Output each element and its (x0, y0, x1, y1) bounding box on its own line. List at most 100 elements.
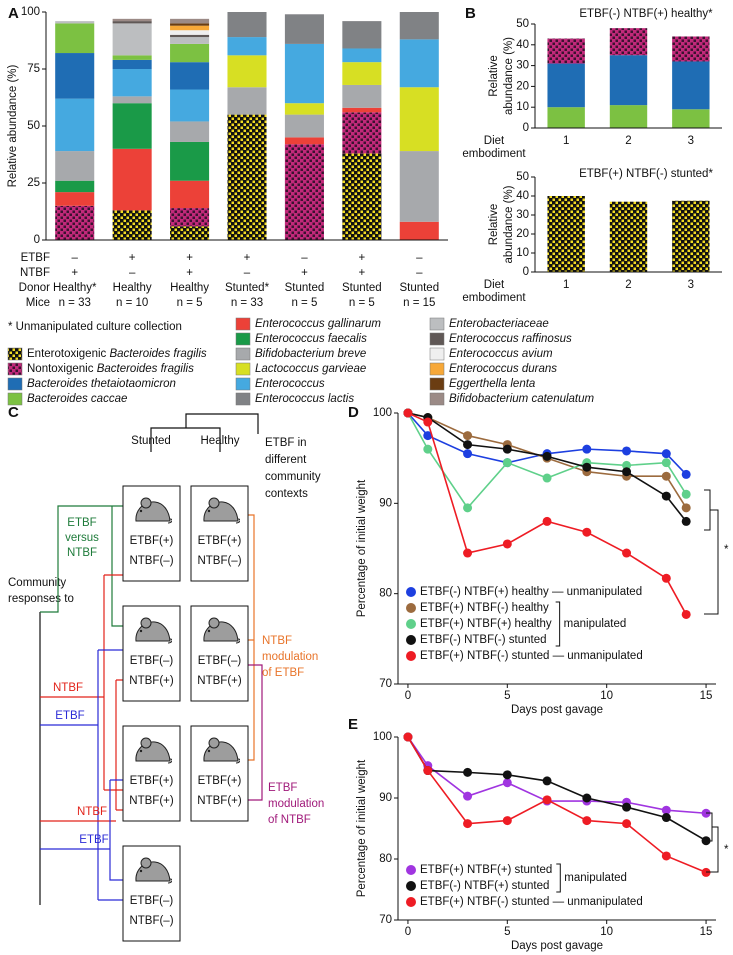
bar-segment (112, 96, 152, 104)
y-axis-label: abundance (%) (503, 185, 515, 263)
series-line (407, 736, 707, 874)
row-value: + (186, 252, 193, 264)
top-label: community (265, 471, 321, 483)
data-point (681, 489, 691, 499)
bar-segment (399, 221, 439, 240)
legend-swatch (235, 392, 251, 406)
bar-segment (227, 55, 267, 88)
row-value: – (416, 252, 423, 264)
bar-segment (112, 18, 152, 22)
branch-label: versus (65, 532, 99, 544)
x-tick-label: 1 (563, 135, 569, 147)
significance-bracket (704, 489, 719, 615)
branch-label: of ETBF (262, 667, 304, 679)
row-value: – (301, 252, 308, 264)
bar-segment (112, 59, 152, 69)
bar-segment (284, 137, 324, 145)
row-label: NTBF (20, 267, 50, 279)
panel-label: E (348, 716, 358, 733)
x-tick-label: Healthy* (53, 282, 97, 294)
bar-segment (170, 30, 210, 35)
legend-label: Nontoxigenic Bacteroides fragilis (27, 363, 194, 375)
data-point (502, 770, 512, 780)
bar-segment (609, 55, 648, 106)
y-tick-label: 100 (21, 6, 40, 18)
y-tick-label: 70 (379, 678, 392, 690)
bar-segment (170, 180, 210, 209)
bar-segment (170, 43, 210, 63)
y-tick-label: 90 (379, 497, 392, 509)
bar-segment (227, 114, 267, 240)
chart-title: ETBF(+) NTBF(-) stunted* (579, 168, 713, 180)
y-tick-label: 20 (516, 80, 529, 92)
data-point (661, 449, 671, 459)
y-tick-label: 40 (516, 39, 529, 51)
bar-segment (112, 69, 152, 97)
y-axis-label: Percentage of initial weight (356, 759, 368, 897)
x-tick-label: 5 (504, 690, 510, 702)
row-value: + (301, 267, 308, 279)
data-point (403, 732, 413, 742)
legend-swatch (429, 392, 445, 406)
series-line (407, 412, 687, 615)
x-tick-label: 0 (405, 690, 411, 702)
bar-segment (170, 141, 210, 181)
tree-line (40, 574, 123, 791)
row-value: + (244, 252, 251, 264)
tree-line (40, 505, 123, 627)
y-tick-label: 80 (379, 588, 392, 600)
data-point (463, 819, 473, 829)
bar-segment (170, 37, 210, 44)
x-tick-label: 2 (625, 135, 631, 147)
legend-label: Enterococcus raffinosus (449, 333, 572, 345)
branch-label: NTBF (67, 547, 97, 559)
y-tick-label: 70 (379, 914, 392, 926)
tree-line (40, 649, 123, 901)
bar-segment (609, 105, 648, 128)
series-line (407, 736, 707, 815)
bar-segment (342, 48, 382, 63)
box-label: ETBF(+) (130, 535, 174, 547)
group-bracket (555, 601, 561, 647)
y-tick-label: 30 (516, 209, 529, 221)
group-bracket (556, 863, 561, 893)
bar-segment (55, 98, 95, 152)
x-axis-label: embodiment (462, 148, 526, 160)
legend-swatch (7, 392, 23, 406)
branch-label: NTBF (53, 682, 83, 694)
bar-segment (55, 151, 95, 181)
legend-label: ETBF(+) NTBF(+) stunted (420, 864, 552, 876)
significance-bracket (706, 812, 719, 873)
row-value: n = 33 (59, 297, 91, 309)
row-value: n = 5 (291, 297, 317, 309)
data-point (622, 802, 632, 812)
legend-label: ETBF(+) NTBF(+) healthy (420, 618, 552, 630)
bar-segment (170, 25, 210, 31)
tree-line (248, 514, 255, 761)
data-point (423, 431, 433, 441)
y-tick-label: 0 (523, 122, 529, 134)
bar-segment (112, 210, 152, 240)
panel-label: C (8, 404, 19, 421)
bar-segment (672, 200, 710, 272)
legend-label: Lactococcus garvieae (255, 363, 366, 375)
legend-marker (406, 619, 416, 629)
y-tick-label: 50 (27, 120, 40, 132)
legend-marker (406, 865, 416, 875)
data-point (463, 440, 473, 450)
x-tick-label: 10 (600, 690, 613, 702)
data-point (661, 813, 671, 823)
data-point (502, 458, 512, 468)
y-tick-label: 40 (516, 190, 529, 202)
bar-segment (672, 61, 710, 110)
data-point (542, 795, 552, 805)
bar-segment (399, 12, 439, 40)
data-point (463, 431, 473, 441)
legend-swatch (235, 332, 251, 346)
box-label: NTBF(–) (197, 555, 241, 567)
y-axis-label: Relative (488, 204, 500, 246)
bar-segment (112, 103, 152, 149)
bar-segment (112, 23, 152, 56)
x-tick-label: Stunted* (225, 282, 270, 294)
data-point (542, 451, 552, 461)
